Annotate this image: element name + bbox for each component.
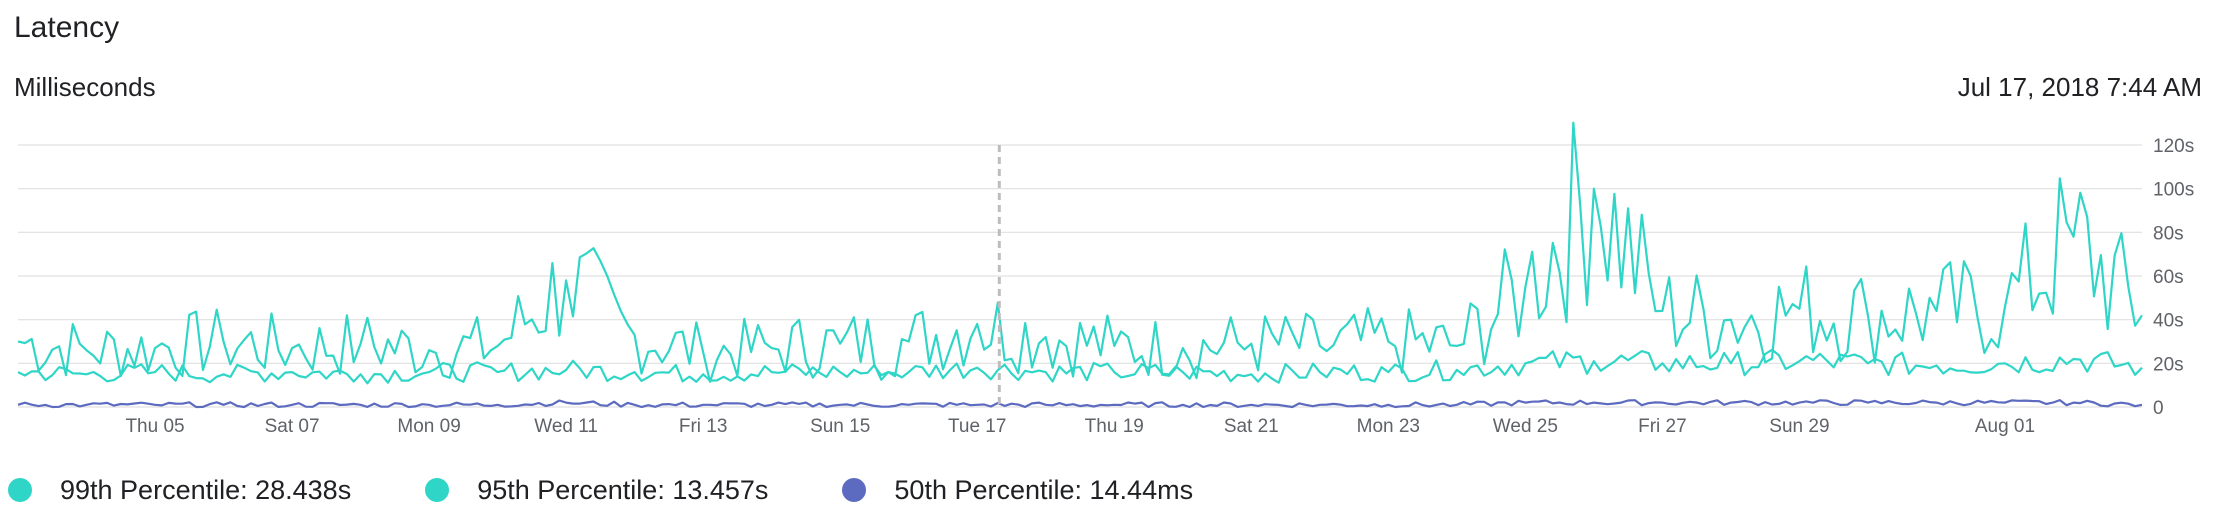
x-tick-label: Sun 15: [810, 416, 870, 437]
x-tick-label: Thu 19: [1085, 416, 1144, 437]
series-line-p95: [17, 348, 2143, 385]
p50-dot-icon: [842, 478, 867, 502]
x-tick-label: Mon 23: [1357, 416, 1420, 437]
p99-dot-icon: [8, 478, 32, 502]
x-tick-label: Wed 11: [534, 416, 598, 437]
y-tick-label: 40s: [2153, 311, 2184, 332]
y-tick-label: 100s: [2153, 180, 2194, 201]
y-tick-label: 20s: [2153, 354, 2184, 375]
cursor-timestamp: Jul 17, 2018 7:44 AM: [1957, 72, 2202, 102]
legend-item-p95[interactable]: 95th Percentile: 13.457s: [425, 475, 768, 506]
legend: 99th Percentile: 28.438s 95th Percentile…: [8, 470, 1267, 510]
x-tick-label: Sun 29: [1769, 416, 1829, 437]
y-tick-label: 0: [2153, 398, 2164, 419]
series-line-p50: [17, 399, 2143, 409]
p95-dot-icon: [425, 478, 450, 502]
x-axis-ticks: Thu 05 Sat 07 Mon 09 Wed 11 Fri 13 Sun 15 Tue …: [125, 416, 2035, 437]
series-lines: [17, 121, 2143, 409]
y-axis-ticks: 0 20s 40s 60s 80s 100s 120s: [2153, 136, 2194, 419]
y-tick-label: 120s: [2153, 136, 2194, 157]
chart-unit-label: Milliseconds: [14, 72, 156, 102]
x-tick-label: Tue 17: [948, 416, 1006, 437]
series-line-p99: [17, 121, 2143, 383]
chart-title: Latency: [14, 11, 120, 44]
legend-label-p99: 99th Percentile: 28.438s: [60, 474, 352, 505]
x-tick-label: Sat 07: [265, 416, 320, 437]
x-tick-label: Thu 05: [125, 416, 184, 437]
x-tick-label: Aug 01: [1975, 416, 2035, 437]
latency-chart[interactable]: 0 20s 40s 60s 80s 100s 120s Thu 05 Sat 07 Mon 09…: [0, 120, 2220, 440]
legend-item-p99[interactable]: 99th Percentile: 28.438s: [8, 475, 351, 506]
legend-item-p50[interactable]: 50th Percentile: 14.44ms: [842, 475, 1193, 506]
grid-lines: [18, 144, 2142, 408]
x-tick-label: Mon 09: [397, 416, 460, 437]
x-tick-label: Sat 21: [1224, 416, 1279, 437]
x-tick-label: Fri 27: [1638, 416, 1687, 437]
y-tick-label: 80s: [2153, 223, 2184, 244]
legend-label-p50: 50th Percentile: 14.44ms: [894, 474, 1194, 505]
legend-label-p95: 95th Percentile: 13.457s: [477, 474, 769, 505]
x-tick-label: Fri 13: [679, 416, 728, 437]
x-tick-label: Wed 25: [1493, 416, 1558, 437]
y-tick-label: 60s: [2153, 267, 2184, 288]
